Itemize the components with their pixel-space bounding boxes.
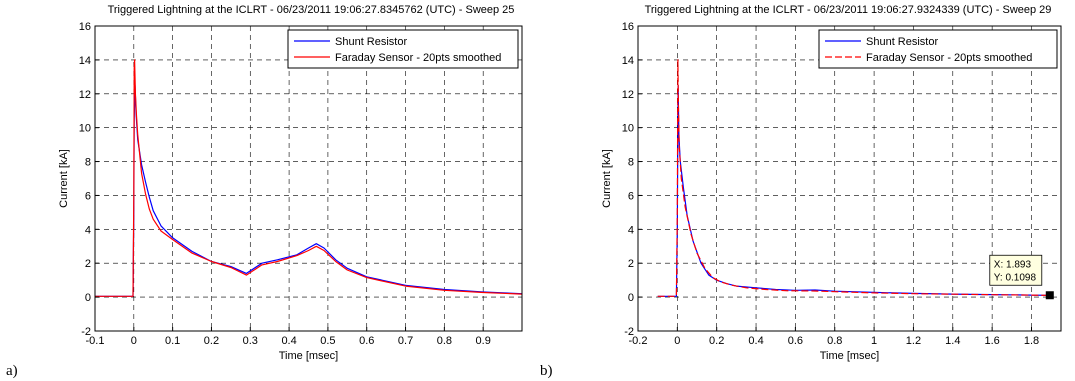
y-tick-label: 8 (628, 157, 634, 169)
x-tick-label: 0.6 (788, 335, 803, 347)
y-tick-label: 4 (85, 224, 91, 236)
y-tick-label: 16 (79, 21, 91, 33)
chart-b-datatip[interactable]: X: 1.893 Y: 0.1098 (989, 254, 1054, 300)
x-tick-label: 0.8 (827, 335, 842, 347)
y-tick-label: 10 (622, 123, 634, 135)
chart-b-xlabel: Time [msec] (820, 350, 880, 362)
x-tick-label: 1.8 (1024, 335, 1039, 347)
y-tick-label: 10 (79, 123, 91, 135)
datatip-box (989, 254, 1043, 286)
chart-a-grid (94, 25, 522, 332)
chart-b-legend: Shunt Resistor Faraday Sensor - 20pts smo… (818, 29, 1058, 69)
x-tick-label: 0.5 (320, 335, 335, 347)
y-tick-label: -2 (81, 326, 91, 338)
y-tick-label: 8 (85, 157, 91, 169)
x-tick-label: 0.9 (476, 335, 491, 347)
y-tick-label: 0 (628, 292, 634, 304)
datatip-marker[interactable] (1045, 291, 1054, 300)
legend-box (818, 29, 1058, 69)
datatip-y-label: Y: 0.1098 (994, 272, 1037, 283)
legend-entry-label: Shunt Resistor (866, 36, 938, 48)
chart-b-title: Triggered Lightning at the ICLRT - 06/23… (645, 4, 1052, 16)
chart-a-ticks: -0.1 0 0.1 0.2 0.3 0.4 0.5 0.6 0.7 0.8 0.9 -2 0 2 4 6 8 1… (79, 21, 491, 347)
y-tick-label: 6 (628, 190, 634, 202)
chart-a-series (95, 59, 523, 297)
panel-label-a: a) (6, 363, 18, 379)
series-line-faraday-sensor (657, 59, 1050, 297)
legend-entry-label: Faraday Sensor - 20pts smoothed (866, 52, 1032, 64)
x-tick-label: 0.1 (165, 335, 180, 347)
x-tick-label: 0.8 (437, 335, 452, 347)
y-tick-label: 16 (622, 21, 634, 33)
series-line-faraday-sensor (95, 59, 523, 297)
chart-a-legend: Shunt Resistor Faraday Sensor - 20pts smo… (287, 29, 519, 69)
y-tick-label: 12 (622, 89, 634, 101)
x-tick-label: 0.7 (398, 335, 413, 347)
x-tick-label: -0.2 (629, 335, 648, 347)
x-tick-label: 0.3 (243, 335, 258, 347)
chart-b-series (657, 59, 1050, 297)
y-tick-label: 12 (79, 89, 91, 101)
x-tick-label: 0 (674, 335, 680, 347)
x-tick-label: 0.2 (709, 335, 724, 347)
series-line-shunt-resistor (95, 84, 523, 297)
chart-a-title: Triggered Lightning at the ICLRT - 06/23… (108, 4, 515, 16)
datatip-x-label: X: 1.893 (994, 259, 1032, 270)
y-tick-label: 6 (85, 190, 91, 202)
x-tick-label: 1 (871, 335, 877, 347)
y-tick-label: 14 (79, 55, 91, 67)
y-tick-label: 14 (622, 55, 634, 67)
x-tick-label: 1.6 (984, 335, 999, 347)
y-tick-label: 2 (85, 258, 91, 270)
chart-b-ylabel: Current [kA] (601, 149, 613, 208)
x-tick-label: 1.4 (945, 335, 960, 347)
chart-a: Triggered Lightning at the ICLRT - 06/23… (6, 4, 523, 379)
chart-a-xlabel: Time [msec] (279, 350, 339, 362)
y-tick-label: 4 (628, 224, 634, 236)
x-tick-label: 0.4 (281, 335, 296, 347)
x-tick-label: 0.2 (204, 335, 219, 347)
panel-label-b: b) (540, 363, 553, 379)
x-tick-label: 0.6 (359, 335, 374, 347)
y-tick-label: 2 (628, 258, 634, 270)
chart-b-ticks: -0.2 0 0.2 0.4 0.6 0.8 1 1.2 1.4 1.6 1.8 -2 0 2 4 6 8 10 1… (622, 21, 1039, 347)
legend-entry-label: Faraday Sensor - 20pts smoothed (335, 52, 501, 64)
y-tick-label: 0 (85, 292, 91, 304)
chart-a-frame (94, 25, 523, 332)
chart-b: Triggered Lightning at the ICLRT - 06/23… (540, 4, 1062, 379)
x-tick-label: 0.4 (748, 335, 763, 347)
legend-box (287, 29, 519, 69)
y-tick-label: -2 (624, 326, 634, 338)
legend-entry-label: Shunt Resistor (335, 36, 407, 48)
chart-b-frame (637, 25, 1062, 332)
x-tick-label: -0.1 (86, 335, 105, 347)
x-tick-label: 0 (131, 335, 137, 347)
chart-a-ylabel: Current [kA] (58, 149, 70, 208)
x-tick-label: 1.2 (906, 335, 921, 347)
